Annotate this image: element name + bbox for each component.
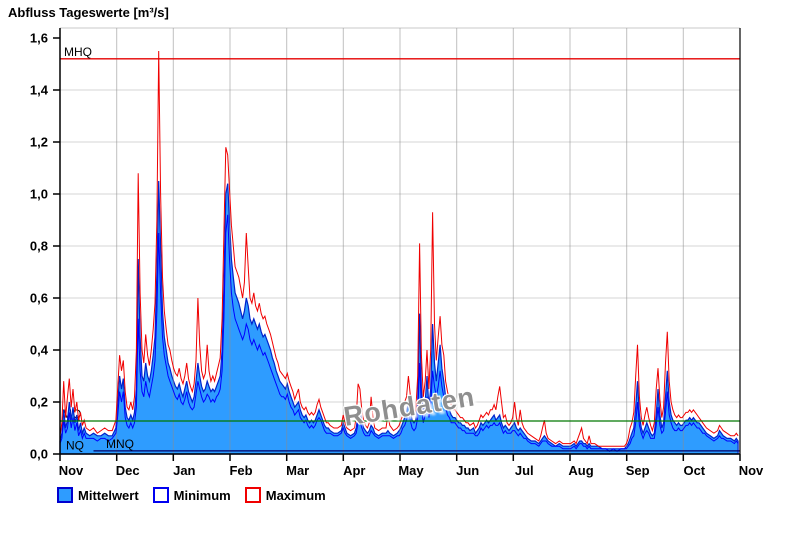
svg-text:May: May: [398, 463, 424, 478]
svg-text:1,2: 1,2: [30, 135, 48, 150]
legend-item-mittelwert: Mittelwert: [57, 487, 139, 503]
legend-item-maximum: Maximum: [244, 487, 326, 503]
svg-text:Jun: Jun: [456, 463, 479, 478]
svg-text:MHQ: MHQ: [64, 45, 92, 59]
svg-text:Aug: Aug: [568, 463, 593, 478]
svg-text:Apr: Apr: [343, 463, 365, 478]
svg-text:Jan: Jan: [173, 463, 195, 478]
svg-text:0,6: 0,6: [30, 291, 48, 306]
svg-text:Mar: Mar: [286, 463, 309, 478]
svg-text:Dec: Dec: [116, 463, 140, 478]
svg-text:0,4: 0,4: [30, 343, 49, 358]
svg-text:1,6: 1,6: [30, 31, 48, 46]
svg-text:0,2: 0,2: [30, 395, 48, 410]
chart-legend: Mittelwert Minimum Maximum: [57, 487, 326, 503]
discharge-chart: .tl{font:bold 13px "Liberation Sans",san…: [30, 27, 764, 478]
legend-label-minimum: Minimum: [173, 487, 231, 503]
svg-text:Sep: Sep: [626, 463, 650, 478]
chart-title: Abfluss Tageswerte [m³/s]: [8, 5, 169, 20]
svg-text:NQ: NQ: [66, 438, 84, 452]
svg-text:0,8: 0,8: [30, 239, 48, 254]
svg-text:Oct: Oct: [683, 463, 705, 478]
legend-label-maximum: Maximum: [265, 487, 326, 503]
svg-text:0,0: 0,0: [30, 447, 48, 462]
svg-text:Nov: Nov: [59, 463, 84, 478]
svg-text:Jul: Jul: [515, 463, 534, 478]
legend-label-mittelwert: Mittelwert: [78, 487, 139, 503]
mittelwert-swatch-icon: [57, 487, 73, 503]
maximum-swatch-icon: [244, 487, 261, 503]
minimum-swatch-icon: [152, 487, 169, 503]
svg-text:1,4: 1,4: [30, 83, 49, 98]
svg-text:1,0: 1,0: [30, 187, 48, 202]
svg-text:Feb: Feb: [229, 463, 252, 478]
svg-text:MNQ: MNQ: [106, 437, 134, 451]
svg-text:Nov: Nov: [739, 463, 764, 478]
legend-item-minimum: Minimum: [152, 487, 231, 503]
